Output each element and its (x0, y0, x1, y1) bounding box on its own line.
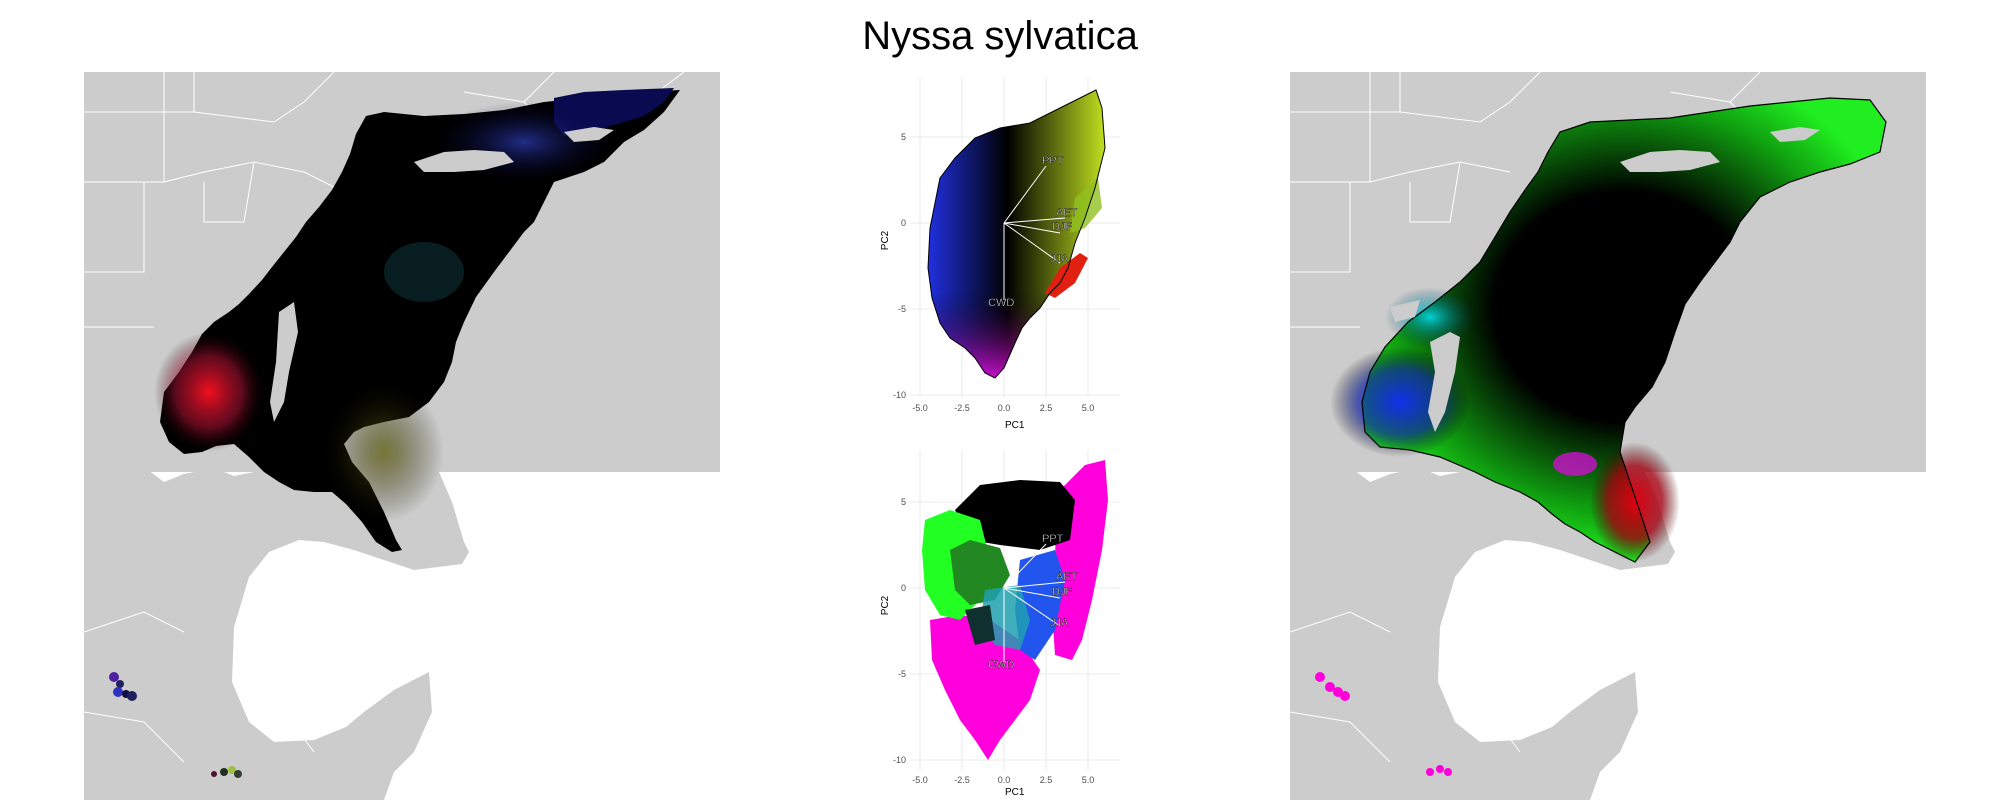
vector-label-jja: JJA (1050, 253, 1069, 265)
pca-x-ticks: -5.0 -2.5 0.0 2.5 5.0 (912, 775, 1094, 785)
pca-x-ticks: -5.0 -2.5 0.0 2.5 5.0 (912, 403, 1094, 413)
vector-label-djf: DJF (1052, 586, 1072, 598)
pca-loading-vectors (1003, 165, 1066, 300)
pca-bottom-xlabel: PC1 (1005, 787, 1025, 798)
right-range-map (1290, 72, 1926, 800)
x-tick: 2.5 (1040, 775, 1053, 785)
x-tick: 0.0 (998, 775, 1011, 785)
vector-label-cwd: CWD (988, 659, 1014, 671)
x-tick: 5.0 (1082, 403, 1095, 413)
y-tick: 5 (901, 132, 906, 142)
y-tick: 0 (901, 583, 906, 593)
pca-vector-labels: PPT AET DJF JJA CWD (988, 155, 1078, 309)
vector-label-djf: DJF (1052, 221, 1072, 233)
pca-plot-top: PPT AET DJF JJA CWD -5.0 -2.5 0.0 2.5 5.… (893, 78, 1120, 413)
x-tick: -2.5 (954, 403, 970, 413)
pca-point-clusters (922, 460, 1108, 760)
pca-point-cloud (927, 89, 1106, 379)
pca-top-ylabel: PC2 (880, 230, 892, 251)
vector-label-ppt: PPT (1042, 155, 1064, 167)
vector-label-cwd: CWD (988, 297, 1014, 309)
pca-y-ticks: 5 0 -5 -10 (893, 132, 906, 400)
pca-plot-bottom: PPT AET DJF JJA CWD -5.0 -2.5 0.0 2.5 5.… (893, 450, 1120, 785)
pca-loading-vectors (1003, 543, 1066, 662)
mexico-points (109, 672, 242, 778)
x-tick: -5.0 (912, 403, 928, 413)
vector-label-jja: JJA (1050, 617, 1069, 629)
mexico-points (1315, 672, 1452, 776)
y-tick: -10 (893, 755, 906, 765)
x-tick: 0.0 (998, 403, 1011, 413)
x-tick: 5.0 (1082, 775, 1095, 785)
y-tick: -5 (898, 304, 906, 314)
figure-title: Nyssa sylvatica (862, 14, 1138, 58)
pca-top-xlabel: PC1 (1005, 420, 1025, 431)
vector-label-aet: AET (1056, 207, 1078, 219)
pca-bottom-ylabel: PC2 (880, 595, 892, 616)
pca-vector-labels: PPT AET DJF JJA CWD (988, 533, 1078, 671)
great-lakes-and-water (270, 127, 614, 422)
great-lakes-and-water (1390, 127, 1820, 432)
y-tick: -5 (898, 669, 906, 679)
x-tick: 2.5 (1040, 403, 1053, 413)
vector-label-ppt: PPT (1042, 533, 1064, 545)
left-range-map (84, 72, 720, 800)
y-tick: -10 (893, 390, 906, 400)
x-tick: -5.0 (912, 775, 928, 785)
vector-label-aet: AET (1056, 571, 1078, 583)
x-tick: -2.5 (954, 775, 970, 785)
y-tick: 5 (901, 497, 906, 507)
y-tick: 0 (901, 218, 906, 228)
pca-y-ticks: 5 0 -5 -10 (893, 497, 906, 765)
